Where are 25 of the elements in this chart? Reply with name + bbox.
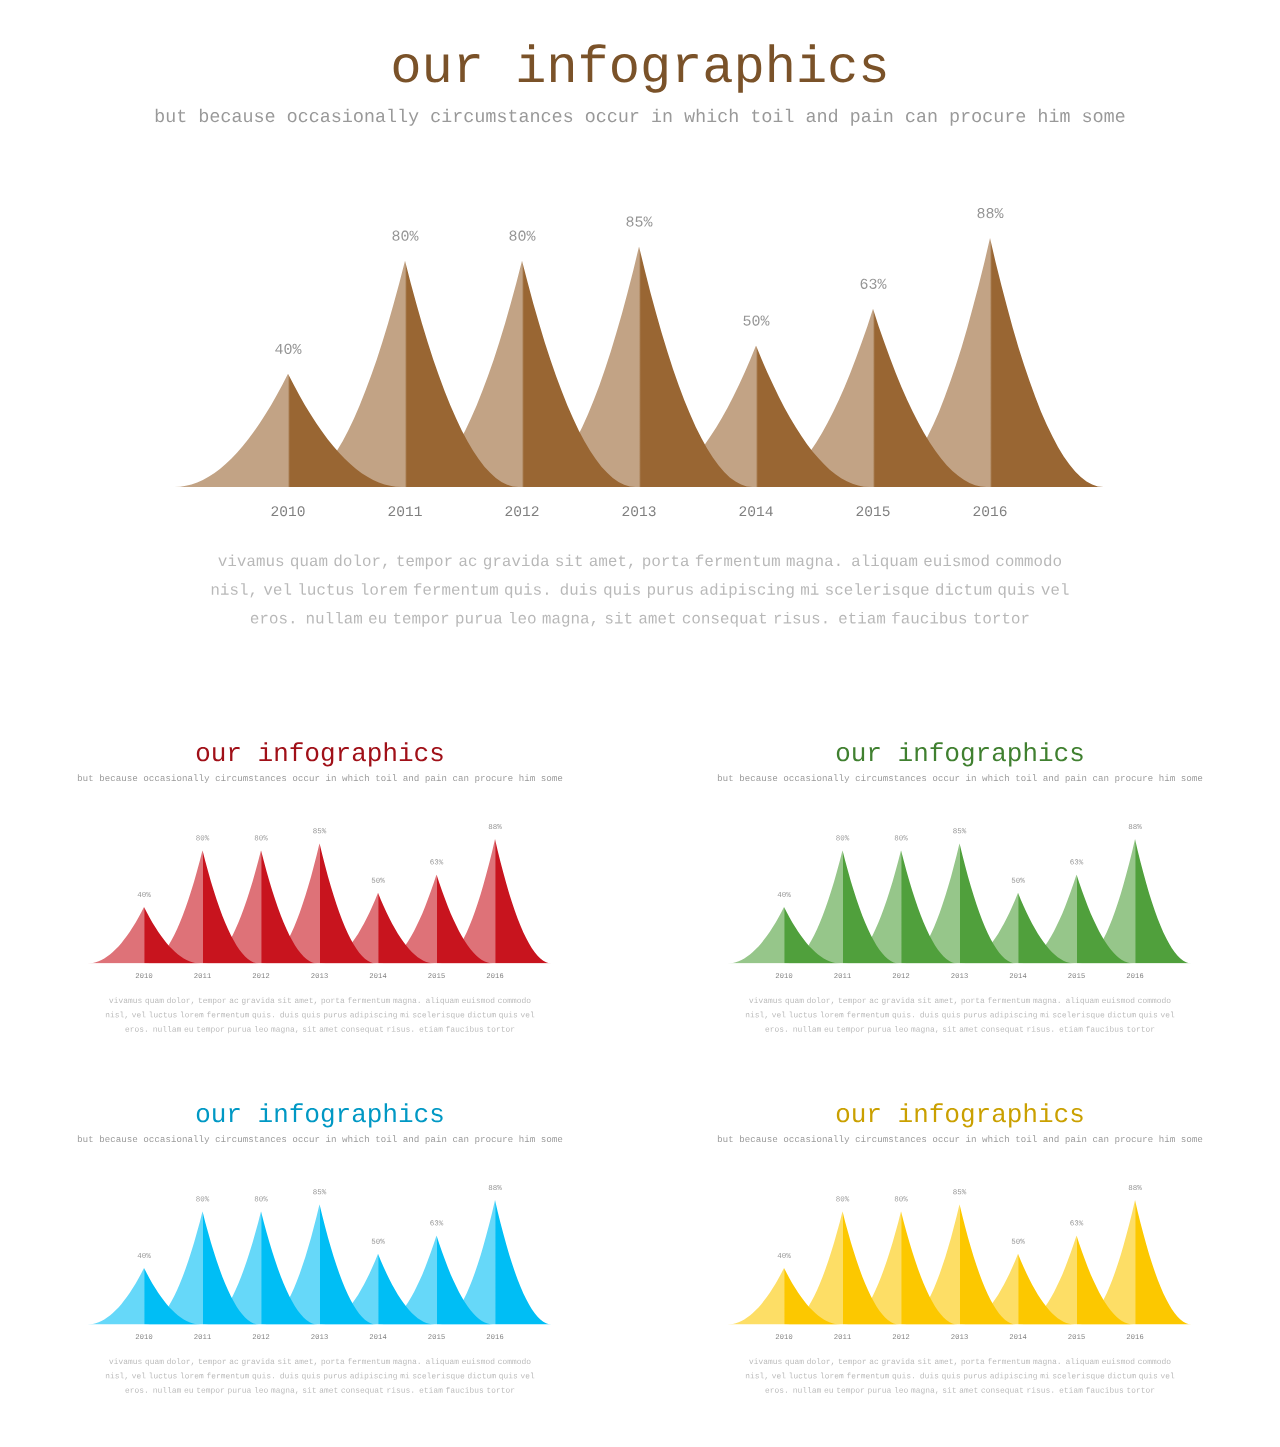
x-tick-label: 2014: [739, 506, 773, 517]
data-label: 80%: [392, 230, 419, 241]
data-label: 80%: [509, 230, 536, 241]
chart-subtitle: but because occasionally circumstances occur in which toil and pain can procure him some: [155, 108, 1125, 126]
x-tick-label: 2011: [388, 506, 422, 517]
data-label: 63%: [860, 278, 887, 289]
x-tick-label: 2016: [973, 506, 1007, 517]
chart-title: our infographics: [836, 742, 1083, 767]
chart-subtitle: but because occasionally circumstances occur in which toil and pain can procure him some: [77, 774, 563, 783]
x-tick-label: 2012: [505, 506, 539, 517]
chart-title: our infographics: [836, 1103, 1083, 1128]
chart-title: our infographics: [393, 44, 886, 93]
data-label: 85%: [626, 216, 653, 227]
chart-title: our infographics: [196, 742, 443, 767]
chart-title: our infographics: [196, 1103, 443, 1128]
x-tick-label: 2010: [271, 506, 305, 517]
x-tick-label: 2015: [856, 506, 890, 517]
chart-subtitle: but because occasionally circumstances occur in which toil and pain can procure him some: [717, 774, 1203, 783]
data-label: 40%: [275, 343, 302, 354]
chart-subtitle: but because occasionally circumstances occur in which toil and pain can procure him some: [77, 1135, 563, 1144]
data-label: 50%: [743, 315, 770, 326]
data-label: 88%: [977, 207, 1004, 219]
chart-subtitle: but because occasionally circumstances occur in which toil and pain can procure him some: [717, 1135, 1203, 1144]
text: vivamus quam dolor, tempor ac gravida sit amet, porta fermentum magna. aliquam euismod commodo nisl, vel luctus lorem fermentum quis. duis quis purus adipiscing mi scelerisque dictum quis vel eros. nullam eu tempor purua leo magna, sit amet consequat risus. etiam faucibus tortor: [211, 554, 1069, 627]
x-tick-label: 2013: [622, 506, 656, 517]
